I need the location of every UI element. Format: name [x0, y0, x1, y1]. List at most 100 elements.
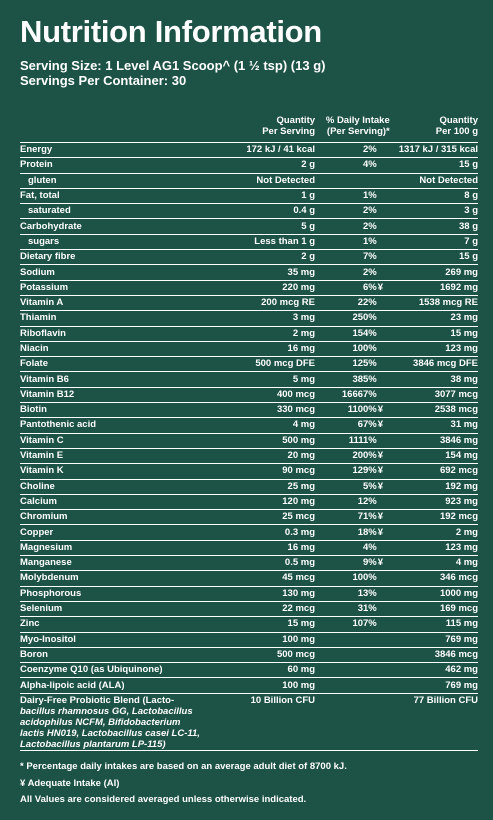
table-row: Protein 2 g 4% 15 g: [20, 157, 478, 173]
nutrient-name: Choline: [20, 480, 55, 492]
header-per-100g-line2: Per 100 g: [435, 126, 478, 137]
daily-intake-value: 7%: [363, 251, 377, 263]
table-row: Magnesium 16 mg 4% 123 mg: [20, 540, 478, 555]
nutrient-name: Vitamin B6: [20, 373, 69, 385]
quantity-per-serving: 15 mg: [287, 618, 316, 630]
table-row: gluten Not Detected Not Detected: [20, 173, 478, 188]
quantity-per-serving: 400 mcg: [276, 388, 316, 400]
header-per-100g-line1: Quantity: [439, 115, 478, 126]
daily-intake-value: 385%: [352, 373, 377, 385]
nutrient-name: Vitamin K: [20, 465, 64, 477]
daily-intake: 18%¥: [315, 525, 392, 540]
serving-info: Serving Size: 1 Level AG1 Scoop^ (1 ½ ts…: [20, 58, 325, 88]
adequate-intake-mark: ¥: [377, 465, 384, 477]
probiotic-name-line: Dairy-Free Probiotic Blend (Lacto-: [20, 694, 175, 706]
daily-intake: 31%: [315, 601, 392, 616]
quantity-per-serving: 0.3 mg: [284, 526, 316, 538]
nutrient-name: Boron: [20, 648, 48, 660]
quantity-per-100g: Not Detected: [419, 174, 478, 186]
adequate-intake-mark: ¥: [377, 480, 384, 492]
quantity-per-100g: 8 g: [464, 190, 478, 202]
daily-intake-value: 200%: [352, 450, 377, 462]
quantity-per-serving: 90 mcg: [282, 465, 316, 477]
nutrient-name: Vitamin A: [20, 297, 64, 309]
adequate-intake-mark: ¥: [377, 511, 384, 523]
adequate-intake-mark: ¥: [377, 450, 384, 462]
quantity-per-100g: 462 mg: [445, 664, 478, 676]
quantity-per-100g: 38 mg: [450, 373, 478, 385]
quantity-per-100g: 1000 mg: [439, 587, 478, 599]
table-row: Myo-Inositol 100 mg 769 mg: [20, 632, 478, 647]
daily-intake-value: 250%: [352, 312, 377, 324]
quantity-per-100g: 192 mcg: [439, 511, 478, 523]
table-row-probiotic: Dairy-Free Probiotic Blend (Lacto- bacil…: [20, 693, 478, 751]
table-row: Folate 500 mcg DFE 125% 3846 mcg DFE: [20, 356, 478, 372]
nutrient-name: Riboflavin: [20, 327, 66, 339]
quantity-per-100g: 15 mg: [450, 327, 478, 339]
daily-intake: 2%: [315, 219, 392, 234]
header-per-100g: Quantity Per 100 g: [392, 115, 478, 143]
daily-intake-value: 154%: [352, 327, 377, 339]
quantity-per-100g: 769 mg: [445, 679, 478, 691]
adequate-intake-mark: ¥: [377, 281, 384, 293]
daily-intake: 1%: [315, 234, 392, 249]
quantity-per-100g: 3846 mg: [439, 434, 478, 446]
quantity-per-serving: 22 mcg: [282, 603, 316, 615]
page-title: Nutrition Information: [20, 14, 322, 49]
quantity-per-serving: 20 mg: [287, 450, 316, 462]
table-row: Phosphorous 130 mg 13% 1000 mg: [20, 586, 478, 601]
quantity-per-100g: 692 mcg: [439, 465, 478, 477]
nutrient-name: Fat, total: [20, 190, 60, 202]
quantity-per-100g: 3846 mcg DFE: [413, 358, 478, 370]
table-row: Pantothenic acid 4 mg 67%¥ 31 mg: [20, 417, 478, 433]
quantity-per-serving: 1 g: [301, 190, 316, 202]
nutrient-name: Sodium: [20, 266, 55, 278]
footnote-adequate-intake: ¥ Adequate Intake (AI): [20, 777, 120, 789]
quantity-per-100g: 923 mg: [445, 495, 478, 507]
footnotes: * Percentage daily intakes are based on …: [20, 759, 347, 809]
table-row: Vitamin E 20 mg 200%¥ 154 mg: [20, 448, 478, 463]
header-per-serving-line2: Per Serving: [262, 126, 316, 137]
daily-intake: 1111%: [315, 433, 392, 448]
quantity-per-serving: 100 mg: [282, 633, 316, 645]
daily-intake: [315, 173, 392, 188]
nutrient-name: Zinc: [20, 618, 40, 630]
quantity-per-100g: 769 mg: [445, 633, 478, 645]
servings-per-container: Servings Per Container: 30: [20, 73, 187, 88]
quantity-per-serving: 45 mcg: [282, 572, 316, 584]
quantity-per-serving: 200 mcg RE: [261, 297, 316, 309]
daily-intake-value: 12%: [357, 495, 377, 507]
quantity-per-serving: 500 mg: [282, 434, 316, 446]
header-daily-intake-line2: (Per Serving)*: [326, 126, 390, 137]
quantity-per-serving: 0.4 g: [293, 205, 316, 217]
daily-intake: 200%¥: [315, 448, 392, 463]
probiotic-name-line: Lactobacillus plantarum LP-115): [20, 738, 166, 750]
nutrient-name: Myo-Inositol: [20, 633, 76, 645]
daily-intake: 67%¥: [315, 418, 392, 433]
table-row: sugars Less than 1 g 1% 7 g: [20, 234, 478, 249]
nutrient-name: Coenzyme Q10 (as Ubiquinone): [20, 664, 163, 676]
nutrient-name: sugars: [28, 235, 60, 247]
quantity-per-100g: 169 mcg: [439, 603, 478, 615]
daily-intake: 250%: [315, 311, 392, 326]
quantity-per-serving: 4 mg: [292, 419, 316, 431]
table-row: Selenium 22 mcg 31% 169 mcg: [20, 601, 478, 616]
quantity-per-100g: 346 mcg: [439, 572, 478, 584]
daily-intake-value: 13%: [357, 587, 377, 599]
quantity-per-serving: 16 mg: [287, 343, 316, 354]
quantity-per-serving: 3 mg: [292, 312, 316, 324]
nutrient-name: gluten: [28, 174, 57, 186]
quantity-per-100g: 31 mg: [450, 419, 478, 431]
daily-intake: 6%¥: [315, 280, 392, 295]
quantity-per-serving: 2 mg: [292, 327, 316, 339]
nutrient-name: Niacin: [20, 343, 49, 354]
table-row: Vitamin B6 5 mg 385% 38 mg: [20, 371, 478, 387]
daily-intake: 5%¥: [315, 479, 392, 494]
probiotic-name: Dairy-Free Probiotic Blend (Lacto- bacil…: [20, 693, 202, 750]
probiotic-serving: 10 Billion CFU: [250, 694, 316, 706]
quantity-per-serving: 130 mg: [282, 587, 316, 599]
quantity-per-100g: 192 mg: [445, 480, 478, 492]
quantity-per-serving: 100 mg: [282, 679, 316, 691]
quantity-per-100g: 1317 kJ / 315 kcal: [398, 144, 478, 156]
table-row: Niacin 16 mg 100% 123 mg: [20, 341, 478, 356]
